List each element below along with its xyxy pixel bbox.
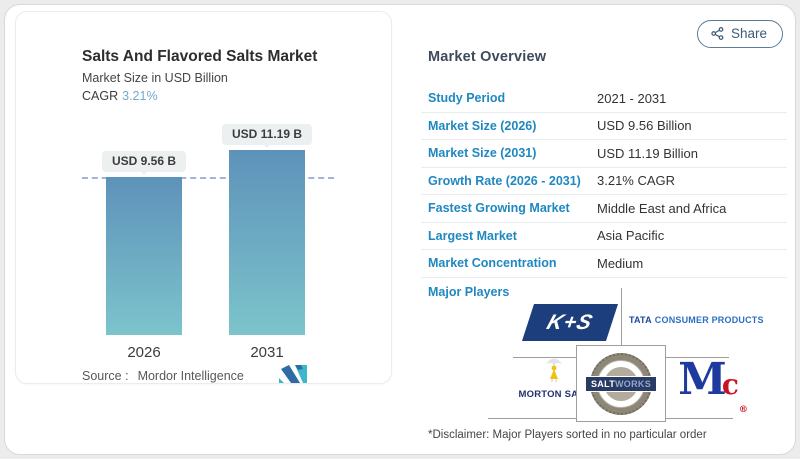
saltworks-logo-banner: SALT WORKS bbox=[585, 375, 657, 392]
report-card: Share Salts And Flavored Salts Market Ma… bbox=[4, 4, 796, 455]
row-value: USD 11.19 Billion bbox=[597, 145, 698, 161]
disclaimer: *Disclaimer: Major Players sorted in no … bbox=[428, 429, 707, 441]
source-note: Source : Mordor Intelligence bbox=[82, 369, 244, 383]
bar-value-text-2031: USD 11.19 B bbox=[231, 127, 303, 141]
chart-panel: Salts And Flavored Salts Market Market S… bbox=[15, 11, 392, 384]
saltworks-seal-icon: SALT WORKS bbox=[585, 352, 657, 415]
table-row-study-period: Study Period 2021 - 2031 bbox=[421, 85, 787, 113]
source-label: Source : bbox=[82, 369, 129, 383]
bar-value-text-2026: USD 9.56 B bbox=[111, 154, 177, 168]
ks-logo: K+S bbox=[521, 304, 619, 341]
logo-grid-divider-right bbox=[666, 357, 729, 358]
bar-chart: USD 9.56 B USD 11.19 B 2026 2031 bbox=[16, 12, 391, 383]
saltworks-logo-subtext: WORKS bbox=[615, 378, 652, 389]
saltworks-logo-text: SALT bbox=[590, 378, 616, 389]
chart-cagr: CAGR 3.21% bbox=[82, 89, 158, 103]
row-value: Middle East and Africa bbox=[597, 200, 727, 216]
row-label: Market Concentration bbox=[428, 256, 557, 271]
tata-consumer-products-logo: TATA CONSUMER PRODUCTS bbox=[629, 315, 764, 325]
logo-grid-divider-vertical bbox=[621, 288, 622, 346]
mccormick-logo-c: c bbox=[721, 368, 739, 401]
cagr-label: CAGR bbox=[82, 89, 119, 103]
ks-logo-text: K+S bbox=[544, 310, 597, 334]
bar-value-label-2026: USD 9.56 B bbox=[101, 151, 187, 172]
major-players-label: Major Players bbox=[428, 285, 510, 299]
table-row-fastest-growing-market: Fastest Growing Market Middle East and A… bbox=[421, 195, 787, 223]
tata-logo-text: TATA bbox=[629, 315, 652, 325]
table-row-market-size-2026: Market Size (2026) USD 9.56 Billion bbox=[421, 113, 787, 140]
row-value: USD 9.56 Billion bbox=[597, 118, 692, 134]
share-button[interactable]: Share bbox=[696, 20, 783, 48]
chart-subtitle: Market Size in USD Billion bbox=[82, 71, 228, 85]
source-value: Mordor Intelligence bbox=[137, 369, 244, 383]
cagr-value: 3.21% bbox=[122, 89, 158, 103]
morton-salt-logo: MORTON SALT bbox=[511, 355, 597, 400]
mccormick-logo-m: M bbox=[678, 354, 727, 405]
row-value: 2021 - 2031 bbox=[597, 90, 667, 106]
x-axis-tick-2031: 2031 bbox=[250, 344, 284, 361]
chart-title: Salts And Flavored Salts Market bbox=[82, 48, 318, 65]
overview-heading: Market Overview bbox=[428, 49, 547, 65]
table-row-market-size-2031: Market Size (2031) USD 11.19 Billion bbox=[421, 140, 787, 168]
bar-value-label-2031: USD 11.19 B bbox=[221, 124, 313, 145]
row-label: Market Size (2031) bbox=[428, 146, 537, 161]
morton-umbrella-girl-icon bbox=[546, 358, 562, 382]
mccormick-logo: Mc ® bbox=[678, 351, 748, 415]
logo-grid-divider-left bbox=[513, 357, 576, 358]
bar-2026 bbox=[106, 177, 182, 335]
share-icon bbox=[711, 27, 724, 40]
row-label: Study Period bbox=[428, 91, 506, 106]
table-row-market-concentration: Market Concentration Medium bbox=[421, 250, 787, 278]
mccormick-registered-mark: ® bbox=[738, 405, 748, 415]
bar-2031 bbox=[229, 150, 305, 335]
table-row-growth-rate: Growth Rate (2026 - 2031) 3.21% CAGR bbox=[421, 168, 787, 195]
market-overview-panel: Market Overview Study Period 2021 - 2031… bbox=[5, 5, 795, 454]
tata-logo-subtext: CONSUMER PRODUCTS bbox=[654, 315, 764, 325]
saltworks-logo-box: SALT WORKS bbox=[576, 345, 666, 422]
row-label: Market Size (2026) bbox=[428, 118, 537, 133]
row-label: Largest Market bbox=[428, 228, 517, 243]
reference-dashed-line bbox=[82, 177, 334, 179]
row-value: Asia Pacific bbox=[597, 228, 665, 244]
share-button-label: Share bbox=[730, 26, 767, 41]
row-label: Growth Rate (2026 - 2031) bbox=[428, 173, 581, 188]
mordor-intelligence-logo bbox=[279, 365, 307, 383]
x-axis-tick-2026: 2026 bbox=[127, 344, 161, 361]
table-row-largest-market: Largest Market Asia Pacific bbox=[421, 223, 787, 250]
overview-table: Study Period 2021 - 2031 Market Size (20… bbox=[421, 85, 787, 278]
morton-logo-text: MORTON SALT bbox=[518, 389, 590, 400]
row-label: Fastest Growing Market bbox=[428, 201, 570, 216]
row-value: 3.21% CAGR bbox=[597, 173, 676, 189]
row-value: Medium bbox=[597, 255, 644, 271]
